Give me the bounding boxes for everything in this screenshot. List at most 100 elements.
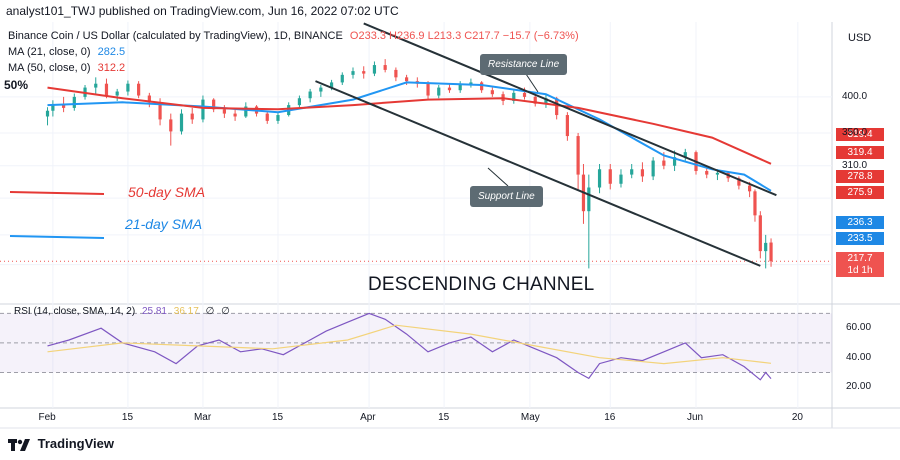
candle-body — [340, 74, 344, 83]
candle-body — [244, 106, 248, 117]
candle-body — [329, 82, 334, 88]
candle-body — [753, 191, 757, 216]
resistance-line-callout: Resistance Line — [480, 54, 568, 75]
price-badge: 1d 1h — [836, 264, 884, 277]
candle-body — [640, 169, 645, 177]
ma21-legend: MA (21, close, 0) 282.5 — [8, 46, 125, 58]
candle-body — [212, 99, 216, 110]
ma50-name: MA (50, close, 0) — [8, 62, 91, 74]
price-badge: 233.5 — [836, 232, 884, 245]
candle-body — [683, 152, 687, 158]
rsi-name: RSI (14, close, SMA, 14, 2) — [14, 306, 136, 317]
ma21-name: MA (21, close, 0) — [8, 46, 91, 58]
date-tick-label: 15 — [438, 412, 450, 423]
rsi-value: 25.81 — [141, 306, 167, 317]
candle-body — [555, 98, 559, 116]
candle-body — [45, 110, 50, 117]
candle-body — [769, 242, 773, 262]
candle-body — [297, 98, 302, 106]
candle-body — [61, 104, 66, 108]
date-tick-label: 20 — [791, 412, 803, 423]
price-tick-label: 350.0 — [842, 126, 868, 138]
candle-body — [383, 65, 387, 70]
price-tick-label: 310.0 — [842, 159, 868, 171]
rsi-tick-label: 20.00 — [846, 381, 872, 393]
support-line-callout: Support Line — [470, 186, 543, 207]
candle-body — [447, 87, 452, 91]
resistance-line — [363, 22, 777, 197]
candle-body — [672, 157, 677, 166]
candle-body — [351, 71, 355, 75]
sma21-legend-line — [9, 235, 105, 239]
date-tick-label: 16 — [604, 412, 616, 423]
candle-body — [104, 83, 109, 96]
rsi-tick-label: 40.00 — [846, 351, 872, 363]
candle-body — [587, 187, 591, 212]
candle-body — [565, 115, 569, 137]
descending-channel-title: DESCENDING CHANNEL — [368, 274, 595, 295]
candle-body — [265, 113, 269, 121]
candle-body — [158, 102, 162, 120]
rsi-pane — [0, 304, 832, 408]
ma21-value: 282.5 — [97, 46, 126, 58]
candle-body — [619, 174, 623, 184]
candle-body — [362, 71, 366, 74]
ma50-value: 312.2 — [97, 62, 126, 74]
candle-body — [522, 92, 527, 97]
price-badge: 236.3 — [836, 216, 884, 229]
date-tick-label: May — [520, 412, 540, 423]
candle-body — [437, 87, 441, 96]
candle-body — [201, 99, 205, 120]
currency-label: USD — [848, 32, 872, 44]
sma50-label: 50-day SMA — [128, 184, 206, 200]
candle-body — [426, 83, 430, 96]
candle-body — [576, 136, 580, 175]
candle-body — [147, 95, 151, 103]
candle-body — [169, 119, 173, 132]
price-badge: 319.4 — [836, 146, 884, 159]
candle-body — [480, 82, 484, 91]
price-badge: 275.9 — [836, 186, 884, 199]
resistance-callout-pointer — [525, 73, 539, 93]
candle-body — [126, 83, 130, 92]
symbol-name: Binance Coin / US Dollar (calculated by … — [8, 30, 343, 42]
price-badge: 217.7 — [836, 252, 884, 265]
candle-body — [394, 69, 398, 78]
candle-body — [764, 242, 768, 252]
tradingview-footer[interactable]: TradingView — [8, 436, 114, 451]
candle-body — [94, 83, 98, 88]
date-tick-label: Mar — [193, 412, 212, 423]
candle-body — [137, 83, 141, 96]
candle-body — [512, 92, 516, 101]
tradingview-logo-icon — [8, 438, 30, 451]
support-callout-pointer — [487, 167, 509, 187]
date-tick-label: 15 — [121, 412, 134, 423]
rsi-empty-marker-b: ∅ — [221, 306, 230, 317]
candle-body — [662, 160, 666, 166]
ma50-line — [47, 86, 772, 165]
publish-info: analyst101_TWJ published on TradingView.… — [6, 4, 399, 18]
candle-body — [490, 90, 494, 95]
candle-body — [190, 113, 194, 120]
candle-body — [51, 104, 55, 111]
candle-body — [597, 169, 602, 188]
ohlc-values: O233.3 H236.9 L213.3 C217.7 −15.7 (−6.73… — [349, 30, 579, 42]
rsi-sma-value: 36.17 — [173, 306, 199, 317]
symbol-legend: Binance Coin / US Dollar (calculated by … — [8, 30, 579, 42]
candle-body — [308, 91, 312, 99]
candle-body — [372, 65, 377, 74]
candle-body — [319, 87, 323, 92]
sma50-legend-line — [9, 191, 105, 195]
rsi-empty-marker-a: ∅ — [205, 306, 215, 317]
candle-body — [405, 77, 409, 82]
date-tick-label: Jun — [687, 412, 704, 423]
rsi-sma-line — [47, 324, 772, 365]
rsi-tick-label: 60.00 — [846, 322, 872, 334]
date-tick-label: Feb — [38, 412, 56, 423]
brand-name: TradingView — [37, 436, 114, 451]
price-badge: 278.8 — [836, 170, 884, 183]
candle-body — [748, 185, 752, 192]
candle-body — [72, 96, 76, 108]
candle-body — [276, 115, 280, 121]
